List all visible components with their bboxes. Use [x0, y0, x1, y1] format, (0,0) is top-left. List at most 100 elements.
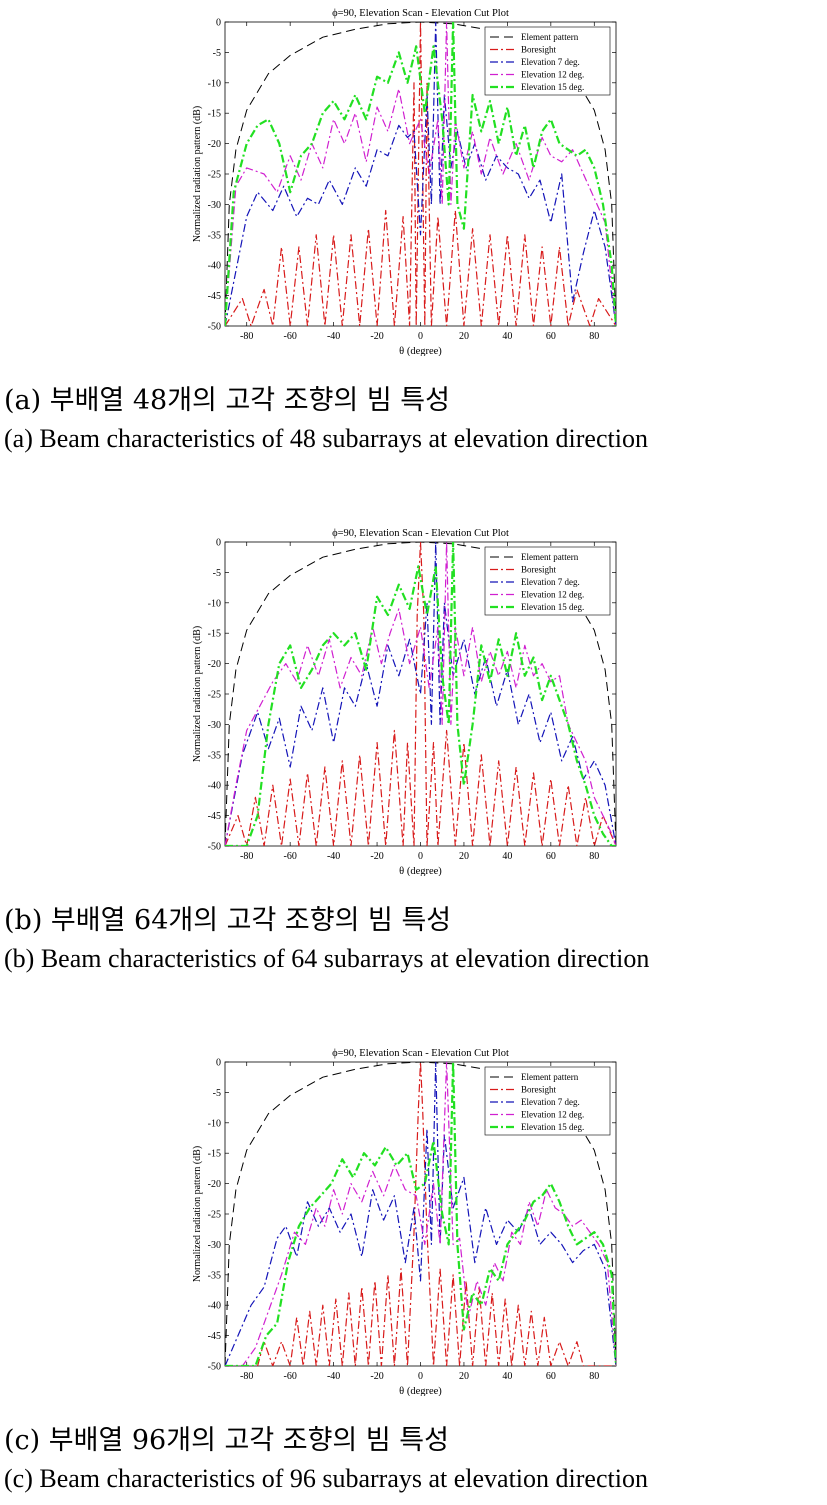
chart-a-title: ϕ=90, Elevation Scan - Elevation Cut Plo…	[332, 8, 509, 19]
chart-a-legend-label-elev15: Elevation 15 deg.	[521, 82, 584, 92]
chart-a-x-tick-label: 60	[546, 331, 556, 342]
chart-c-x-tick-label: 60	[546, 1371, 556, 1382]
chart-c-y-tick-label: -25	[208, 1210, 221, 1221]
chart-a-y-tick-label: -40	[208, 261, 221, 272]
chart-b-x-tick-label: -40	[327, 851, 340, 862]
chart-c-y-tick-label: -35	[208, 1270, 221, 1281]
chart-a-legend-label-elev7: Elevation 7 deg.	[521, 57, 580, 67]
chart-a-series-elev12-line	[225, 22, 616, 326]
chart-b-y-tick-label: -50	[208, 842, 221, 853]
chart-c-y-axis-label: Normalized radiation pattern (dB)	[192, 1146, 203, 1282]
figure-c-caption-english: (c) Beam characteristics of 96 subarrays…	[4, 1464, 648, 1493]
chart-c-x-tick-label: 20	[459, 1371, 469, 1382]
chart-a-legend-box	[484, 26, 611, 96]
chart-b-legend-label-elev12: Elevation 12 deg.	[521, 590, 584, 600]
chart-c-y-tick-label: -10	[208, 1118, 221, 1129]
chart-c-series-boresight-line	[225, 1062, 616, 1366]
chart-a-y-tick-label: -15	[208, 109, 221, 120]
chart-svg: ϕ=90, Elevation Scan - Elevation Cut Plo…	[192, 528, 617, 876]
chart-a-x-tick-label: -40	[327, 331, 340, 342]
chart-b-series-elev12-line	[225, 542, 616, 846]
chart-b-x-tick-label: -80	[240, 851, 253, 862]
chart-b-y-tick-label: -30	[208, 720, 221, 731]
chart-a-y-tick-label: -45	[208, 291, 221, 302]
chart-a: ϕ=90, Elevation Scan - Elevation Cut Plo…	[180, 4, 625, 356]
chart-svg: ϕ=90, Elevation Scan - Elevation Cut Plo…	[192, 1048, 617, 1396]
chart-svg: ϕ=90, Elevation Scan - Elevation Cut Plo…	[192, 8, 617, 356]
chart-c: ϕ=90, Elevation Scan - Elevation Cut Plo…	[180, 1044, 625, 1396]
chart-b-series-elev15-line	[225, 542, 616, 846]
figure-a-caption-korean: (a) 부배열 48개의 고각 조향의 빔 특성	[4, 385, 450, 416]
chart-a-series-boresight-line	[225, 22, 616, 326]
chart-c-legend-label-boresight: Boresight	[521, 1085, 556, 1095]
figure-b-caption-english: (b) Beam characteristics of 64 subarrays…	[4, 944, 650, 973]
chart-c-y-tick-label: -30	[208, 1240, 221, 1251]
chart-b-legend-label-elev15: Elevation 15 deg.	[521, 602, 584, 612]
chart-c-x-tick-label: 40	[502, 1371, 512, 1382]
chart-b-y-tick-label: -10	[208, 598, 221, 609]
chart-b-legend-label-elev7: Elevation 7 deg.	[521, 577, 580, 587]
chart-c-x-tick-label: -40	[327, 1371, 340, 1382]
chart-b-x-tick-label: 80	[589, 851, 599, 862]
chart-c-series-elev12-line	[225, 1062, 616, 1366]
chart-a-x-tick-label: 0	[418, 331, 423, 342]
chart-c-y-tick-label: -15	[208, 1149, 221, 1160]
chart-b-y-tick-label: 0	[216, 538, 221, 549]
chart-b-y-tick-label: -5	[213, 568, 221, 579]
chart-c-y-tick-label: -5	[213, 1088, 221, 1099]
chart-c-y-tick-label: 0	[216, 1058, 221, 1069]
chart-a-x-tick-label: -20	[370, 331, 383, 342]
chart-a-x-axis-label: θ (degree)	[399, 346, 442, 356]
figure-b-caption-korean: (b) 부배열 64개의 고각 조향의 빔 특성	[4, 905, 452, 936]
chart-a-x-tick-label: 80	[589, 331, 599, 342]
chart-c-x-tick-label: 80	[589, 1371, 599, 1382]
chart-b-x-tick-label: 40	[502, 851, 512, 862]
chart-c-legend-label-elev12: Elevation 12 deg.	[521, 1110, 584, 1120]
chart-a-x-tick-label: -60	[283, 331, 296, 342]
chart-a-y-tick-label: -50	[208, 322, 221, 333]
chart-b-y-tick-label: -25	[208, 690, 221, 701]
chart-b-x-axis-label: θ (degree)	[399, 866, 442, 876]
chart-a-y-tick-label: -5	[213, 48, 221, 59]
chart-a-x-tick-label: 20	[459, 331, 469, 342]
chart-a-y-tick-label: -20	[208, 139, 221, 150]
chart-b-y-axis-label: Normalized radiation pattern (dB)	[192, 626, 203, 762]
chart-a-series-elev15-line	[225, 22, 616, 326]
chart-c-x-tick-label: 0	[418, 1371, 423, 1382]
chart-a-x-tick-label: 40	[502, 331, 512, 342]
chart-b-y-tick-label: -45	[208, 811, 221, 822]
chart-c-legend-label-elev7: Elevation 7 deg.	[521, 1097, 580, 1107]
chart-c-title: ϕ=90, Elevation Scan - Elevation Cut Plo…	[332, 1048, 509, 1059]
chart-a-y-tick-label: 0	[216, 18, 221, 29]
chart-a-series-element-line	[225, 22, 616, 326]
chart-a-y-tick-label: -30	[208, 200, 221, 211]
chart-b-y-tick-label: -15	[208, 629, 221, 640]
chart-b-x-tick-label: 60	[546, 851, 556, 862]
chart-c-legend-label-element: Element pattern	[521, 1072, 579, 1082]
chart-b-series-element-line	[225, 542, 616, 846]
chart-b-x-tick-label: 20	[459, 851, 469, 862]
chart-c-series-element-line	[225, 1062, 616, 1366]
chart-a-x-tick-label: -80	[240, 331, 253, 342]
chart-c-y-tick-label: -50	[208, 1362, 221, 1373]
chart-c-x-tick-label: -80	[240, 1371, 253, 1382]
chart-a-legend-label-elev12: Elevation 12 deg.	[521, 70, 584, 80]
chart-b: ϕ=90, Elevation Scan - Elevation Cut Plo…	[180, 524, 625, 876]
figure-a-caption-english: (a) Beam characteristics of 48 subarrays…	[4, 424, 648, 453]
chart-c-y-tick-label: -20	[208, 1179, 221, 1190]
chart-a-y-axis-label: Normalized radiation pattern (dB)	[192, 106, 203, 242]
chart-c-legend-label-elev15: Elevation 15 deg.	[521, 1122, 584, 1132]
chart-b-x-tick-label: 0	[418, 851, 423, 862]
chart-c-x-axis-label: θ (degree)	[399, 1386, 442, 1396]
chart-b-y-tick-label: -35	[208, 750, 221, 761]
chart-b-legend-box	[484, 546, 611, 616]
chart-c-series-elev15-line	[225, 1062, 616, 1366]
chart-b-y-tick-label: -20	[208, 659, 221, 670]
chart-c-legend-box	[484, 1066, 611, 1136]
chart-a-y-tick-label: -35	[208, 230, 221, 241]
chart-b-title: ϕ=90, Elevation Scan - Elevation Cut Plo…	[332, 528, 509, 539]
chart-c-x-tick-label: -60	[283, 1371, 296, 1382]
chart-c-series-elev7-line	[225, 1062, 616, 1366]
chart-b-x-tick-label: -20	[370, 851, 383, 862]
chart-a-legend-label-element: Element pattern	[521, 32, 579, 42]
